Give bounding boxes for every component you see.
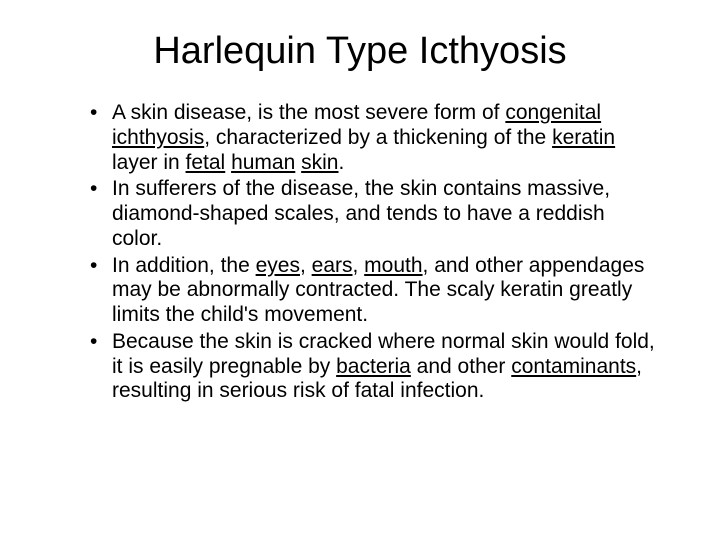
text-segment: and other: [411, 355, 511, 378]
linked-term: skin: [301, 151, 338, 174]
text-segment: layer in: [112, 151, 186, 174]
slide: Harlequin Type Icthyosis A skin disease,…: [0, 0, 720, 540]
bullet-item: A skin disease, is the most severe form …: [90, 101, 660, 175]
text-segment: A skin disease, is the most severe form …: [112, 101, 505, 124]
bullet-item: In addition, the eyes, ears, mouth, and …: [90, 254, 660, 328]
linked-term: bacteria: [336, 355, 411, 378]
linked-term: keratin: [552, 126, 615, 149]
linked-term: contaminants: [511, 355, 636, 378]
text-segment: In sufferers of the disease, the skin co…: [112, 177, 610, 250]
linked-term: mouth: [364, 254, 422, 277]
bullet-item: In sufferers of the disease, the skin co…: [90, 177, 660, 251]
text-segment: ,: [353, 254, 365, 277]
linked-term: eyes: [256, 254, 300, 277]
slide-title: Harlequin Type Icthyosis: [60, 30, 660, 73]
linked-term: fetal: [186, 151, 226, 174]
bullet-item: Because the skin is cracked where normal…: [90, 330, 660, 404]
bullet-list: A skin disease, is the most severe form …: [60, 101, 660, 404]
linked-term: ears: [312, 254, 353, 277]
text-segment: ,: [300, 254, 312, 277]
text-segment: , characterized by a thickening of the: [204, 126, 552, 149]
text-segment: .: [339, 151, 345, 174]
linked-term: human: [231, 151, 295, 174]
text-segment: In addition, the: [112, 254, 256, 277]
